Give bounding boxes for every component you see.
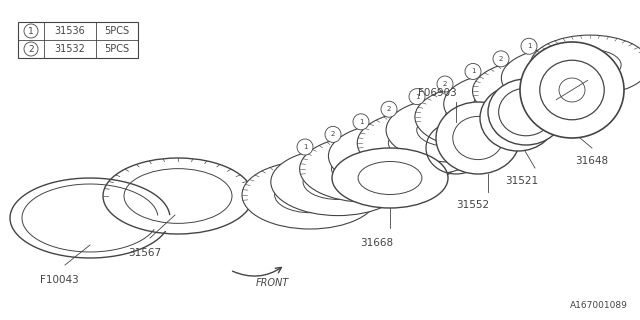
Ellipse shape (445, 100, 511, 133)
Text: 2: 2 (387, 106, 391, 112)
Text: 31552: 31552 (456, 200, 489, 210)
Ellipse shape (103, 158, 253, 234)
Circle shape (24, 24, 38, 38)
Ellipse shape (530, 35, 640, 95)
Ellipse shape (332, 148, 448, 208)
Ellipse shape (559, 50, 621, 81)
Ellipse shape (502, 75, 566, 107)
Text: 2: 2 (331, 132, 335, 137)
Ellipse shape (453, 116, 503, 160)
Text: 1: 1 (527, 43, 531, 49)
Ellipse shape (474, 88, 538, 120)
Text: 5PCS: 5PCS (104, 26, 129, 36)
Circle shape (493, 51, 509, 67)
Ellipse shape (358, 162, 422, 195)
Text: 31521: 31521 (505, 176, 538, 186)
Text: 1: 1 (303, 144, 307, 150)
Text: 2: 2 (28, 44, 34, 53)
Ellipse shape (275, 177, 346, 213)
Text: 31532: 31532 (54, 44, 85, 54)
Circle shape (353, 114, 369, 130)
Ellipse shape (360, 139, 428, 173)
Text: F06903: F06903 (418, 88, 457, 98)
Text: 2: 2 (499, 56, 503, 62)
Circle shape (24, 42, 38, 56)
Circle shape (437, 76, 453, 92)
Text: 1: 1 (359, 119, 364, 125)
Text: FRONT: FRONT (255, 278, 289, 288)
Ellipse shape (472, 60, 595, 122)
Ellipse shape (271, 148, 405, 216)
Text: 31536: 31536 (54, 26, 85, 36)
Text: 5PCS: 5PCS (104, 44, 129, 54)
Text: A167001089: A167001089 (570, 301, 628, 310)
Bar (18, 22, 138, 58)
Text: 31668: 31668 (360, 238, 393, 248)
Ellipse shape (300, 136, 433, 202)
Circle shape (381, 101, 397, 117)
Text: 31567: 31567 (128, 248, 161, 258)
Text: 1: 1 (28, 27, 34, 36)
Ellipse shape (436, 102, 520, 174)
Circle shape (325, 126, 341, 142)
Ellipse shape (332, 152, 401, 186)
Ellipse shape (559, 78, 585, 102)
Ellipse shape (328, 123, 460, 189)
Ellipse shape (415, 85, 541, 148)
Text: 2: 2 (443, 81, 447, 87)
Ellipse shape (444, 73, 568, 135)
Ellipse shape (540, 60, 604, 120)
Ellipse shape (531, 62, 593, 94)
Ellipse shape (499, 88, 554, 136)
Ellipse shape (386, 98, 514, 162)
Ellipse shape (488, 79, 564, 145)
Ellipse shape (388, 126, 456, 160)
Text: F10043: F10043 (40, 275, 79, 285)
Text: 1: 1 (415, 94, 419, 100)
Ellipse shape (357, 111, 487, 175)
Circle shape (297, 139, 313, 155)
Circle shape (409, 89, 425, 105)
Ellipse shape (124, 169, 232, 223)
Circle shape (521, 38, 537, 54)
Circle shape (465, 63, 481, 79)
Ellipse shape (491, 94, 545, 142)
Text: 31648: 31648 (575, 156, 608, 166)
Ellipse shape (303, 164, 373, 199)
Ellipse shape (501, 103, 535, 133)
Ellipse shape (242, 161, 378, 229)
Ellipse shape (417, 113, 483, 147)
Ellipse shape (520, 42, 624, 138)
Ellipse shape (480, 85, 556, 151)
Text: 1: 1 (471, 68, 476, 75)
Ellipse shape (501, 48, 623, 108)
